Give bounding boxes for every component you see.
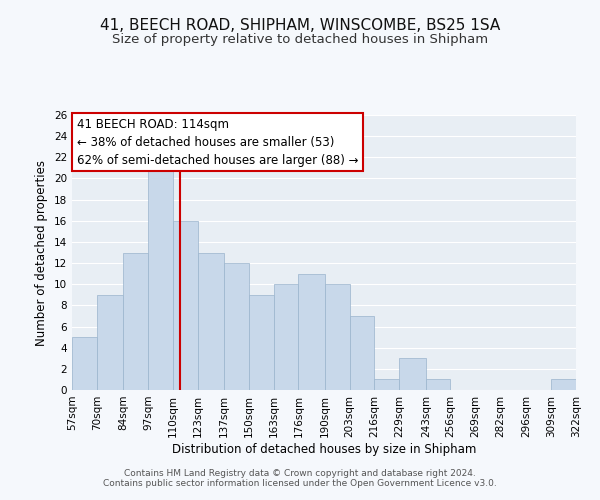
Bar [249,295,274,390]
Text: Size of property relative to detached houses in Shipham: Size of property relative to detached ho… [112,32,488,46]
Bar [426,380,451,390]
Bar [298,274,325,390]
Bar [173,221,197,390]
Bar [399,358,426,390]
Text: 41 BEECH ROAD: 114sqm
← 38% of detached houses are smaller (53)
62% of semi-deta: 41 BEECH ROAD: 114sqm ← 38% of detached … [77,118,359,167]
Bar [325,284,350,390]
Bar [274,284,298,390]
Text: Contains public sector information licensed under the Open Government Licence v3: Contains public sector information licen… [103,478,497,488]
Bar [148,168,173,390]
Bar [224,263,249,390]
Bar [374,380,399,390]
Bar [124,252,148,390]
Bar [97,295,124,390]
Text: Contains HM Land Registry data © Crown copyright and database right 2024.: Contains HM Land Registry data © Crown c… [124,468,476,477]
Text: 41, BEECH ROAD, SHIPHAM, WINSCOMBE, BS25 1SA: 41, BEECH ROAD, SHIPHAM, WINSCOMBE, BS25… [100,18,500,32]
Bar [551,380,576,390]
Y-axis label: Number of detached properties: Number of detached properties [35,160,49,346]
X-axis label: Distribution of detached houses by size in Shipham: Distribution of detached houses by size … [172,442,476,456]
Bar [72,337,97,390]
Bar [350,316,374,390]
Bar [197,252,224,390]
